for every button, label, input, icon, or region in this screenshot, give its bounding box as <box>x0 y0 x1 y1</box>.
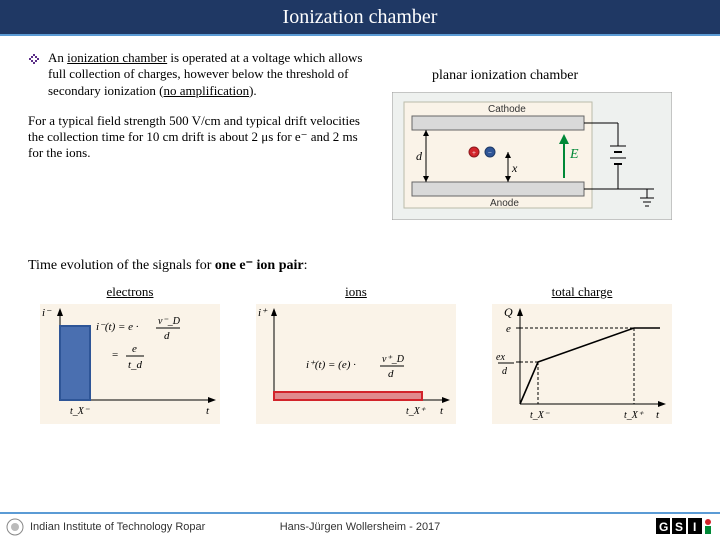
e-tick: e <box>506 323 511 335</box>
txminus-label: t_X⁻ <box>70 406 90 417</box>
p1-pre: An <box>48 50 67 65</box>
svg-text:G: G <box>659 520 668 534</box>
svg-text:+: + <box>472 149 476 157</box>
diamond-bullet-icon <box>28 53 40 65</box>
anode-label: Anode <box>490 198 519 209</box>
iplus-axis: i⁺ <box>258 307 268 319</box>
te-post: : <box>304 258 308 273</box>
total-charge-chart: Q t e ex d t_X⁻ t_X⁺ <box>492 304 672 424</box>
electrons-label: electrons <box>40 284 220 300</box>
d-label: d <box>416 149 423 163</box>
svg-text:i⁻: i⁻ <box>42 307 52 319</box>
svg-text:d: d <box>388 368 394 380</box>
charts-row: electrons i⁻ t t_X⁻ i⁻(t) = e · v⁻_D d = <box>28 284 692 429</box>
para-1: An ionization chamber is operated at a v… <box>48 50 368 99</box>
txp-tick: t_X⁺ <box>624 410 644 421</box>
time-evolution-heading: Time evolution of the signals for one e⁻… <box>28 257 692 274</box>
svg-text:i⁺(t) = (e) ·: i⁺(t) = (e) · <box>306 359 356 371</box>
gsi-logo: G S I <box>656 516 714 539</box>
te-pre: Time evolution of the signals for <box>28 258 215 273</box>
td-denom: t_d <box>128 359 143 371</box>
footer-bar: Indian Institute of Technology Ropar Han… <box>0 512 720 540</box>
ex-tick: ex <box>496 352 505 363</box>
svg-text:I: I <box>693 520 696 534</box>
electrons-chart: i⁻ t t_X⁻ i⁻(t) = e · v⁻_D d = e t_d <box>40 304 220 424</box>
svg-text:−: − <box>488 149 492 157</box>
diagram-column: planar ionization chamber Cathode Anode … <box>392 50 692 225</box>
text-column: An ionization chamber is operated at a v… <box>28 50 368 225</box>
planar-chamber-diagram: Cathode Anode d + − x <box>392 92 672 220</box>
svg-text:v⁺_D: v⁺_D <box>382 354 405 365</box>
content-area: An ionization chamber is operated at a v… <box>0 36 720 429</box>
ions-chart: i⁺ t t_X⁺ i⁺(t) = (e) · v⁺_D d <box>256 304 456 424</box>
para-2: For a typical field strength 500 V/cm an… <box>28 113 368 162</box>
p1-post: ). <box>249 83 257 98</box>
page-title: Ionization chamber <box>283 6 438 29</box>
diagram-caption: planar ionization chamber <box>432 68 692 84</box>
footer-center: Hans-Jürgen Wollersheim - 2017 <box>280 521 441 533</box>
p1-u2: no amplification <box>164 83 250 98</box>
ions-chart-block: ions i⁺ t t_X⁺ i⁺(t) = (e) · v⁺_D d <box>256 284 456 429</box>
svg-text:i⁻(t) = e ·: i⁻(t) = e · <box>96 321 139 333</box>
electrons-chart-block: electrons i⁻ t t_X⁻ i⁻(t) = e · v⁻_D d = <box>40 284 220 429</box>
svg-text:S: S <box>675 520 683 534</box>
te-bold: one e⁻ ion pair <box>215 258 304 273</box>
d-denom-1: d <box>164 330 170 342</box>
top-row: An ionization chamber is operated at a v… <box>28 50 692 225</box>
ions-label: ions <box>256 284 456 300</box>
footer-left: Indian Institute of Technology Ropar <box>30 521 205 533</box>
txm-tick: t_X⁻ <box>530 410 550 421</box>
p1-u1: ionization chamber <box>67 50 167 65</box>
svg-text:v⁻_D: v⁻_D <box>158 316 181 327</box>
title-bar: Ionization chamber <box>0 0 720 36</box>
total-charge-chart-block: total charge Q t e ex d <box>492 284 672 429</box>
q-axis: Q <box>504 305 513 319</box>
bullet-paragraph: An ionization chamber is operated at a v… <box>28 50 368 113</box>
gsi-logo-icon: G S I <box>656 516 714 536</box>
x-label: x <box>511 161 518 175</box>
cathode-label: Cathode <box>488 104 526 115</box>
e-field-label: E <box>569 147 579 162</box>
institute-logo-icon <box>4 517 26 537</box>
e-num: e <box>132 343 137 355</box>
total-label: total charge <box>492 284 672 300</box>
txplus-label: t_X⁺ <box>406 406 426 417</box>
svg-text:=: = <box>112 349 118 361</box>
